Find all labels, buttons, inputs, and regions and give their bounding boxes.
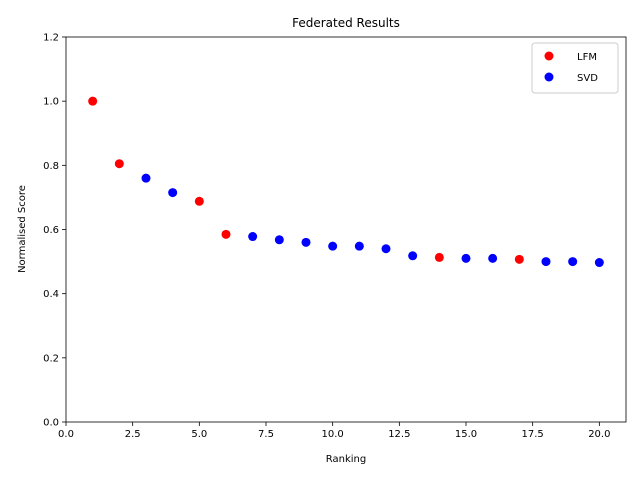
legend-marker-lfm xyxy=(544,51,554,61)
point-svd xyxy=(568,257,578,267)
y-tick-label: 0.2 xyxy=(43,353,59,364)
legend-label-lfm: LFM xyxy=(577,52,597,63)
point-lfm xyxy=(221,229,231,239)
x-tick-label: 0.0 xyxy=(58,429,74,440)
x-tick-label: 12.5 xyxy=(388,429,410,440)
point-svd xyxy=(248,232,258,242)
x-tick-label: 7.5 xyxy=(258,429,274,440)
x-tick-label: 2.5 xyxy=(125,429,141,440)
point-svd xyxy=(381,244,391,254)
point-lfm xyxy=(114,159,124,169)
y-tick-label: 0.4 xyxy=(43,289,59,300)
point-lfm xyxy=(514,254,524,264)
y-tick-label: 1.2 xyxy=(43,33,59,44)
point-svd xyxy=(541,257,551,267)
legend: LFM SVD xyxy=(531,42,619,94)
legend-label-svd: SVD xyxy=(577,73,598,84)
point-lfm xyxy=(194,196,204,206)
point-svd xyxy=(301,237,311,247)
legend-box xyxy=(531,42,619,94)
point-svd xyxy=(354,241,364,251)
point-lfm xyxy=(434,252,444,262)
point-svd xyxy=(594,258,604,268)
point-svd xyxy=(461,253,471,263)
y-tick-label: 0.6 xyxy=(43,225,59,236)
x-tick-label: 15.0 xyxy=(455,429,477,440)
x-tick-label: 20.0 xyxy=(588,429,610,440)
y-axis-label: Normalised Score xyxy=(17,185,28,273)
point-lfm xyxy=(88,96,98,106)
y-tick-label: 0.0 xyxy=(43,418,59,429)
x-tick-label: 17.5 xyxy=(522,429,544,440)
point-svd xyxy=(328,241,338,251)
point-svd xyxy=(141,173,151,183)
point-svd xyxy=(408,251,418,261)
point-svd xyxy=(488,253,498,263)
point-svd xyxy=(168,188,178,198)
legend-marker-svd xyxy=(544,72,554,82)
y-tick-label: 1.0 xyxy=(43,97,59,108)
point-svd xyxy=(274,235,284,245)
x-axis-label: Ranking xyxy=(326,454,366,465)
plot-area: 0.0 2.5 5.0 7.5 10.0 12.5 15.0 17.5 20.0 0.0 0.2 0.… xyxy=(43,33,627,440)
x-tick-label: 5.0 xyxy=(191,429,207,440)
x-tick-label: 10.0 xyxy=(322,429,344,440)
axes-frame xyxy=(65,36,627,423)
y-tick-label: 0.8 xyxy=(43,161,59,172)
chart-title: Federated Results xyxy=(292,16,400,30)
